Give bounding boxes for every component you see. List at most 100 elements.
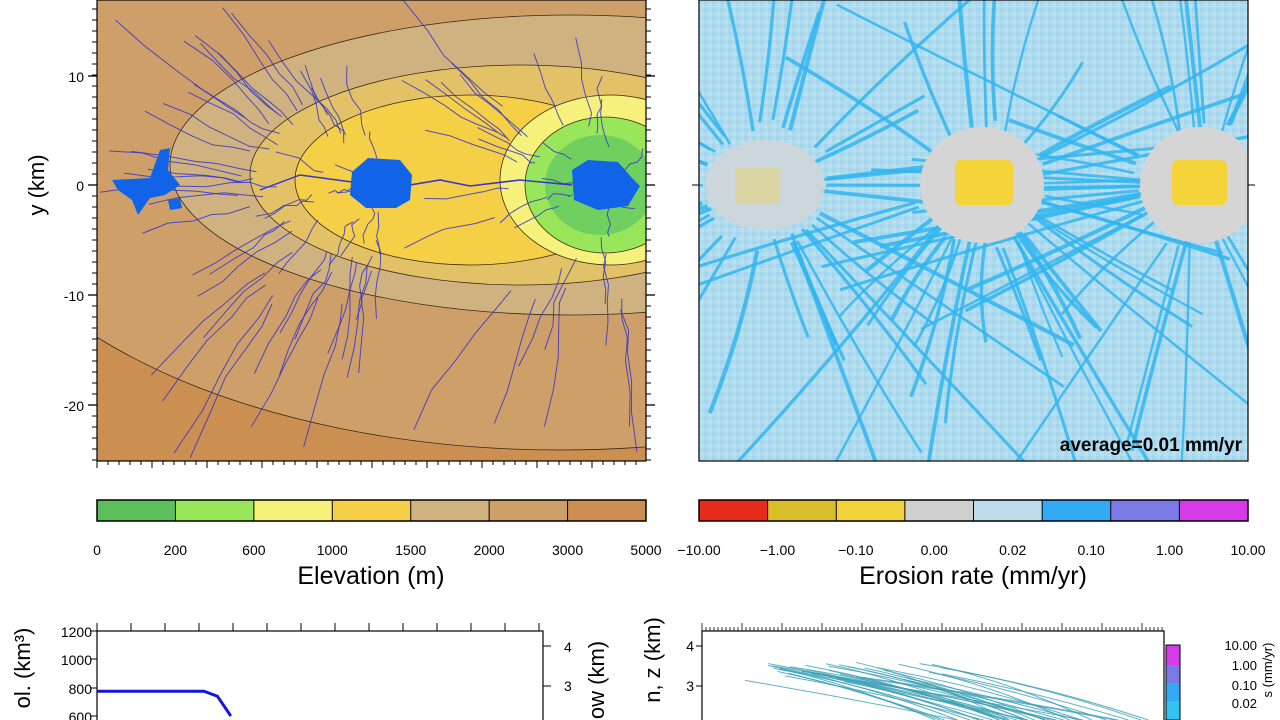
river-segment [231,12,303,106]
volume-plot-panel: 1200 1000 800 600 ol. (km³) 4 3 ow (km) [10,623,609,720]
river-segment [189,303,273,459]
erosion-channel [814,108,920,164]
lake-west [112,148,180,215]
colorbar-swatch [1110,500,1180,521]
river-segment [187,91,278,146]
erosion-channel [1056,114,1139,158]
river-segment [304,64,342,134]
river-segment [327,262,358,354]
erosion-channel [1029,209,1173,292]
erosion-channel [838,224,940,317]
colorbar-swatch [567,500,647,521]
deposit-center [955,160,1013,205]
erosion-channel [863,215,936,274]
profile-line [785,675,984,720]
erosion-channel [1125,245,1180,445]
elevation-map-ticks [88,8,655,468]
profile-line [907,677,1079,720]
river-segment [150,272,265,376]
river-segment [328,221,354,266]
profile-line [898,663,1070,720]
erosion-channel [1035,215,1204,316]
profile-line [941,673,1129,720]
river-segment [543,287,567,427]
river-segment [328,188,351,194]
erosion-channel [699,205,920,286]
lake-east [572,160,640,210]
erosion-channel [957,0,974,128]
river-segment [425,79,508,139]
river-segment [163,103,270,150]
erosion-channel [699,89,732,145]
colorbar-swatch [1042,500,1112,521]
river-segment [362,207,376,244]
erosion-channel [967,205,1147,291]
colorbar-tick-label: 1500 [395,542,426,558]
river-segment [192,220,291,276]
profile-ylabel: n, z (km) [640,617,665,703]
erosion-channel [1253,63,1280,163]
river-segment [413,290,512,431]
erosion-channel [1039,84,1172,157]
y-tick-neg20: -20 [64,398,84,414]
river-segment [142,206,251,234]
profile-line [825,663,1000,720]
erosion-map-panel: average=0.01 mm/yr [692,0,1280,462]
river-segment [424,187,509,200]
river-segment [250,297,319,428]
erosion-channel [815,216,1065,388]
erosion-channel [726,0,755,132]
river-segment [264,194,313,219]
erosion-channel [772,238,810,338]
river-segment [358,270,372,374]
profile-ytick-4: 4 [686,638,694,654]
profile-line [767,665,958,720]
erosion-channel [1253,71,1280,163]
river-segment [148,192,264,205]
river-segment [355,256,373,320]
elevation-colorbar: 0 200 600 1000 1500 2000 3000 5000 Elevation (m… [93,499,662,590]
erosion-halo-west [705,140,825,230]
river-segment [278,219,319,274]
river-segment [440,82,510,142]
colorbar-swatch [332,500,412,521]
colorbar-tick-label: 2000 [474,542,505,558]
erosion-channel [1008,118,1137,166]
river-segment [518,268,563,367]
profile-line [919,663,1142,720]
erosion-channel [788,0,827,131]
erosion-channel [866,224,945,327]
colorbar-tick-label: 10.00 [1230,542,1265,558]
colorbar-swatch [489,500,569,521]
colorbar-swatch [904,500,974,521]
erosion-channel [1212,235,1248,352]
colorbar-swatch [767,500,837,521]
erosion-channel [1023,219,1248,406]
erosion-channel [1015,242,1168,461]
erosion-channel [1042,92,1245,166]
river-segment [278,271,333,376]
volume-ytick-1200: 1200 [61,624,92,640]
erosion-channel [1261,197,1280,266]
erosion-channel [811,223,935,325]
colorbar-tick-label: −0.10 [838,542,874,558]
river-segment [275,151,324,173]
river-segment [499,196,547,224]
river-segment [403,217,495,249]
river-segment [575,37,593,127]
lake-west-small [168,198,182,210]
river-segment [477,127,540,158]
erosion-channel [699,100,726,137]
erosion-channel [1012,235,1150,461]
deposit-east [1172,160,1227,205]
river-segment [253,269,322,374]
river-segment [209,220,285,275]
erosion-channel [1220,235,1248,289]
river-network [100,0,643,459]
profile-line [806,669,980,720]
erosion-channel [1022,232,1103,333]
colorbar-swatch [699,500,769,521]
river-segment [621,298,631,427]
colorbar-swatch [1179,500,1249,521]
profile-line [778,668,1018,720]
